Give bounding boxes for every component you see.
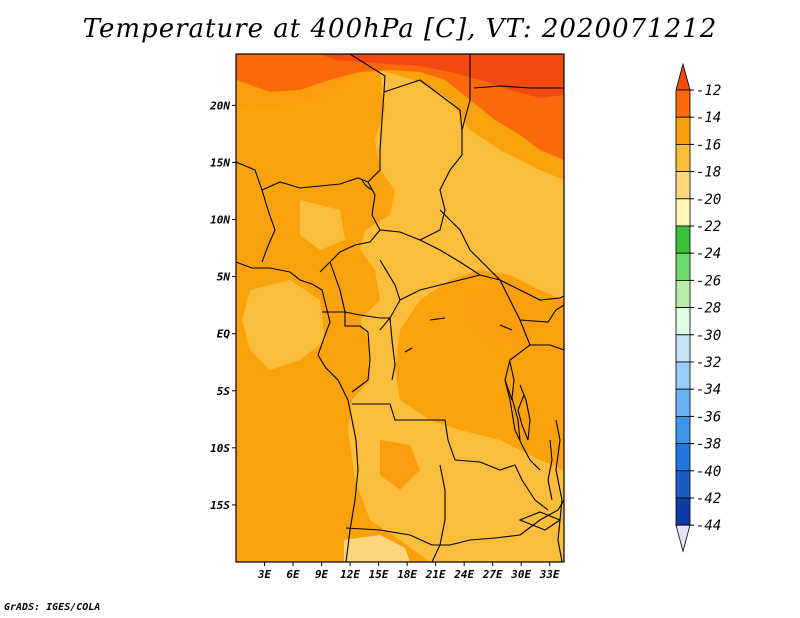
colorbar-label: -24 [696, 246, 721, 262]
island [518, 511, 562, 531]
colorbar-swatch [675, 198, 691, 227]
lat-tick-label: 15N [210, 156, 230, 169]
colorbar-swatch [675, 89, 691, 118]
border-line [261, 177, 369, 191]
lake-malawi [547, 439, 553, 501]
temperature-field [236, 54, 564, 562]
lat-tick-label: 10S [210, 442, 230, 455]
lon-tick-label: 18E [397, 568, 417, 581]
colorbar-label: -18 [696, 165, 721, 181]
lon-tick-label: 15E [369, 568, 389, 581]
colorbar-label: -38 [696, 437, 721, 453]
border-line [236, 161, 276, 263]
field-region-pale [344, 535, 410, 562]
colorbar-swatch [675, 171, 691, 200]
border-line [519, 304, 564, 323]
border-line [473, 85, 564, 89]
colorbar: -12 -14 -16 -18 -20 -22 -24 -26 -28 -30 -32 -34 -36 -… [675, 62, 721, 553]
colorbar-label: -40 [696, 464, 721, 480]
colorbar-swatch [675, 225, 691, 254]
border-line [349, 54, 386, 183]
lon-tick-label: 30E [510, 568, 531, 581]
colorbar-swatch [675, 252, 691, 281]
colorbar-swatch [675, 415, 691, 444]
field-region-dark [380, 440, 420, 490]
lake-chad [361, 179, 373, 191]
colorbar-arrow-top [675, 62, 691, 91]
colorbar-label: -42 [696, 491, 721, 507]
colorbar-label: -44 [696, 518, 721, 534]
colorbar-label: -26 [696, 273, 721, 289]
lon-tick-label: 27E [482, 568, 503, 581]
colorbar-label: -14 [696, 110, 721, 126]
border-line [383, 54, 471, 131]
colorbar-swatch [675, 116, 691, 145]
map-title: Temperature at 400hPa [C], VT: 202007121… [82, 14, 718, 44]
lat-tick-label: 10N [210, 214, 230, 227]
lat-tick-label: 20N [209, 99, 230, 112]
field-region-light [242, 280, 325, 370]
lon-tick-label: 6E [286, 568, 300, 581]
lon-tick-label: 33E [539, 568, 560, 581]
colorbar-swatch [675, 307, 691, 336]
border-line [419, 130, 463, 241]
border-line [345, 527, 521, 546]
colorbar-swatch [675, 470, 691, 499]
border-line [352, 403, 456, 461]
field-region-dark [470, 285, 545, 345]
colorbar-swatch [675, 334, 691, 363]
field-region-light [348, 70, 564, 562]
colorbar-label: -12 [696, 83, 721, 99]
colorbar-label: -22 [696, 219, 721, 235]
lake-victoria [517, 384, 531, 441]
lat-tick-label: EQ [217, 328, 231, 341]
lat-tick-label: 5N [217, 271, 231, 284]
field-region-warm [236, 72, 360, 110]
border-line [319, 181, 381, 273]
lat-tick-label: 15S [210, 499, 230, 512]
colorbar-swatch [675, 388, 691, 417]
credit-text: GrADS: IGES/COLA [4, 602, 101, 613]
longitude-axis: 3E 6E 9E 12E 15E 18E 21E 24E 27E 30E 33E [257, 562, 560, 581]
border-line [399, 274, 481, 301]
colorbar-swatch [675, 443, 691, 472]
colorbar-label: -36 [696, 409, 721, 425]
colorbar-label: -16 [696, 137, 721, 153]
lon-tick-label: 9E [315, 568, 329, 581]
coast-east [555, 419, 563, 562]
colorbar-swatch [675, 361, 691, 390]
field-region-hot [320, 54, 564, 98]
border-line [329, 261, 390, 319]
colorbar-label: -28 [696, 301, 721, 317]
colorbar-label: -20 [696, 192, 721, 208]
colorbar-swatch [675, 143, 691, 172]
border-line [454, 459, 549, 511]
field-region-light [380, 88, 430, 125]
colorbar-swatch [675, 497, 691, 526]
river-line [404, 317, 513, 353]
lon-tick-label: 24E [453, 568, 474, 581]
coastline-west [236, 261, 359, 562]
map-frame [235, 53, 565, 563]
country-borders [236, 54, 564, 562]
border-line [504, 379, 541, 471]
lat-tick-label: 5S [217, 385, 231, 398]
latitude-axis: 20N 15N 10N 5N EQ 5S 10S 15S [209, 99, 236, 512]
lon-tick-label: 12E [340, 568, 360, 581]
field-region-light [418, 130, 445, 180]
lon-tick-label: 3E [257, 568, 272, 581]
border-line [431, 464, 446, 562]
border-line [530, 344, 564, 351]
lon-tick-label: 21E [425, 568, 446, 581]
colorbar-swatch [675, 279, 691, 308]
border-line [389, 317, 396, 381]
colorbar-label: -30 [696, 328, 721, 344]
colorbar-label: -32 [696, 355, 721, 371]
border-line [322, 311, 371, 393]
lake-tanganyika [509, 361, 521, 441]
colorbar-arrow-bottom [675, 524, 691, 553]
colorbar-label: -34 [696, 382, 721, 398]
field-region-light [300, 200, 345, 250]
